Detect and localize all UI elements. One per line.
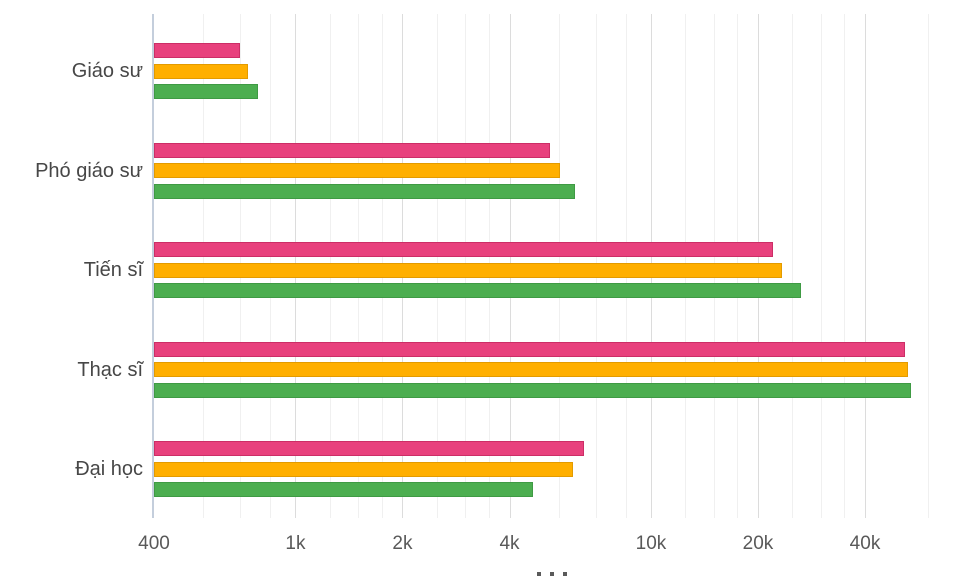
category-label: Đại học: [75, 458, 143, 480]
bar-series-green[interactable]: [154, 382, 912, 398]
x-tick-label: 40k: [849, 533, 881, 554]
bar-series-pink[interactable]: [154, 341, 905, 357]
x-gridline-minor: [927, 14, 929, 518]
x-tick-label: 400: [138, 533, 170, 554]
clipped-letter-mark: [550, 572, 554, 576]
bar-series-pink[interactable]: [154, 142, 550, 158]
category-label: Phó giáo sư: [35, 159, 143, 182]
bar-series-orange[interactable]: [154, 63, 248, 79]
x-gridline-minor: [844, 14, 846, 518]
x-axis-title-clipped: [537, 572, 567, 576]
x-gridline-minor: [820, 14, 822, 518]
bar-series-green[interactable]: [154, 84, 259, 99]
bar-series-green[interactable]: [154, 482, 533, 497]
bar-series-pink[interactable]: [154, 43, 241, 58]
bar-series-green[interactable]: [154, 183, 575, 199]
x-tick-label: 4k: [499, 533, 520, 554]
category-label: Thạc sĩ: [77, 358, 143, 381]
category-label: Tiến sĩ: [83, 259, 143, 281]
bar-series-pink[interactable]: [154, 441, 585, 456]
bar-series-green[interactable]: [154, 283, 801, 298]
clipped-letter-mark: [563, 572, 567, 576]
clipped-letter-mark: [537, 572, 541, 576]
x-gridline-major: [865, 14, 866, 518]
bar-series-orange[interactable]: [154, 163, 561, 178]
x-tick-label: 1k: [285, 533, 306, 554]
bar-series-orange[interactable]: [154, 461, 574, 477]
y-axis-line: [152, 14, 154, 518]
x-tick-label: 2k: [392, 533, 413, 554]
bar-series-pink[interactable]: [154, 242, 773, 257]
x-tick-label: 10k: [635, 533, 667, 554]
bar-series-orange[interactable]: [154, 362, 909, 377]
category-label: Giáo sư: [71, 60, 143, 82]
x-tick-label: 20k: [742, 533, 774, 554]
x-gridline-minor: [792, 14, 794, 518]
bar-series-orange[interactable]: [154, 262, 782, 278]
